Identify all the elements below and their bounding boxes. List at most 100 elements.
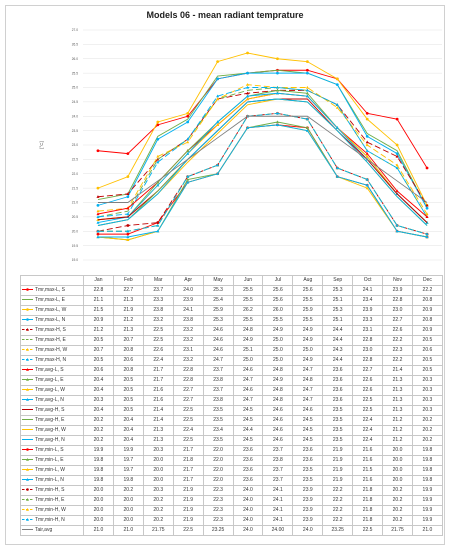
data-point [156, 154, 160, 158]
data-point [425, 212, 429, 216]
table-cell: 24.3 [322, 345, 354, 356]
legend-swatch [22, 318, 33, 321]
legend-entry: Tmr,max-H, W [20, 345, 84, 356]
series-line [97, 52, 428, 206]
legend-swatch [22, 478, 33, 481]
table-cell: 25.5 [292, 295, 324, 306]
table-row: Tmr,min-H, N 20.0 20.0 20.2 21.9 22.3 24.0 24.1… [20, 515, 443, 526]
table-cell: 25.5 [292, 315, 324, 326]
table-cell: 20.2 [411, 415, 443, 426]
table-cell: 23.7 [202, 365, 234, 376]
legend-swatch [22, 498, 33, 501]
y-tick-label: 19.0 [72, 258, 78, 262]
table-cell: 20.0 [83, 495, 114, 506]
table-cell: 20.2 [382, 485, 413, 496]
data-point [305, 126, 309, 129]
data-point [186, 180, 190, 184]
table-cell: 21.3 [112, 325, 144, 336]
table-cell: 24.0 [232, 505, 264, 516]
table-cell: 21.8 [172, 455, 204, 466]
table-cell: 24.4 [322, 335, 354, 346]
table-cell: 25.1 [322, 295, 354, 306]
table-cell: 24.7 [292, 395, 324, 406]
table-cell: 19.9 [411, 505, 443, 516]
table-row: Tair,avg 21.0 21.0 21.75 22.5 23.25 24.0 24.00 2… [20, 525, 443, 536]
legend-swatch [22, 339, 33, 341]
table-cell: 24.1 [262, 485, 294, 496]
table-cell: 24.00 [262, 525, 294, 536]
table-cell: 21.0 [112, 525, 144, 536]
series-name: Tmr,min-H, N [35, 517, 65, 523]
x-tick-label: Dec [411, 275, 443, 286]
table-cell: 21.9 [322, 465, 354, 476]
table-cell: 20.6 [112, 355, 144, 366]
table-cell: 24.9 [232, 335, 264, 346]
series-line [97, 115, 428, 203]
legend-entry: Tmr,min-L, E [20, 455, 84, 466]
table-cell: 24.7 [292, 385, 324, 396]
table-cell: 20.3 [411, 405, 443, 416]
table-cell: 23.9 [292, 505, 324, 516]
table-cell: 21.5 [352, 465, 384, 476]
table-cell: 24.7 [232, 395, 264, 406]
data-point [276, 71, 279, 75]
table-cell: 20.9 [411, 325, 443, 336]
table-cell: 21.9 [112, 305, 144, 316]
table-cell: 23.1 [172, 345, 204, 356]
legend-entry: Tmr,min-L, N [20, 475, 84, 486]
data-point [246, 126, 250, 129]
table-cell: 22.8 [83, 285, 114, 296]
legend-entry: Tmr,avg-L, S [20, 365, 84, 376]
table-cell: 23.4 [202, 425, 234, 436]
table-cell: 21.6 [142, 395, 174, 406]
series-line [97, 89, 428, 206]
data-point [335, 126, 339, 129]
data-point [305, 68, 309, 72]
legend-swatch [22, 468, 33, 471]
data-point [305, 129, 309, 132]
table-cell: 21.3 [382, 405, 413, 416]
table-cell: 20.5 [112, 385, 144, 396]
table-cell: 24.6 [262, 415, 294, 426]
legend-entry: Tmr,max-L, N [20, 315, 84, 326]
data-point [126, 206, 130, 210]
data-point [305, 91, 309, 95]
table-row: Tmr,avg-H, S 20.4 20.5 21.4 22.5 23.5 24.5 24.6… [20, 405, 443, 416]
data-point [186, 111, 190, 115]
table-cell: 25.3 [322, 305, 354, 316]
series-name: Tmr,max-L, W [35, 307, 67, 313]
table-cell: 20.5 [112, 405, 144, 416]
data-point [126, 238, 130, 241]
table-cell: 24.4 [322, 325, 354, 336]
x-tick-label: Mar [142, 275, 174, 286]
table-cell: 23.7 [262, 465, 294, 476]
table-cell: 20.3 [142, 445, 174, 456]
table-cell: 22.5 [142, 325, 174, 336]
table-cell: 19.7 [112, 465, 144, 476]
data-point [96, 149, 100, 153]
table-cell: 21.6 [142, 385, 174, 396]
data-point [96, 203, 100, 207]
table-cell: 23.0 [352, 345, 384, 356]
table-cell: 22.4 [172, 425, 204, 436]
table-cell: 21.2 [83, 325, 114, 336]
table-cell: 22.0 [202, 465, 234, 476]
table-cell: 20.0 [112, 505, 144, 516]
table-cell: 20.8 [112, 345, 144, 356]
table-cell: 24.8 [262, 395, 294, 406]
y-tick-label: 20.0 [72, 229, 78, 233]
data-point [335, 106, 339, 109]
table-row: Tmr,avg-H, N 20.2 20.4 21.3 22.5 23.5 24.5 24.6… [20, 435, 443, 446]
table-cell: 20.2 [411, 425, 443, 436]
y-tick-label: 21.0 [72, 201, 78, 205]
table-cell: 20.2 [411, 435, 443, 446]
table-cell: 25.3 [202, 285, 234, 296]
data-point [425, 206, 429, 210]
data-point [365, 143, 369, 147]
table-row: Tmr,min-H, W 20.0 20.0 20.2 21.9 22.3 24.0 24.1… [20, 505, 443, 516]
table-cell: 24.8 [262, 385, 294, 396]
table-cell: 21.2 [112, 315, 144, 326]
legend-swatch [22, 529, 33, 531]
table-cell: 20.5 [112, 395, 144, 406]
data-point [186, 140, 190, 144]
